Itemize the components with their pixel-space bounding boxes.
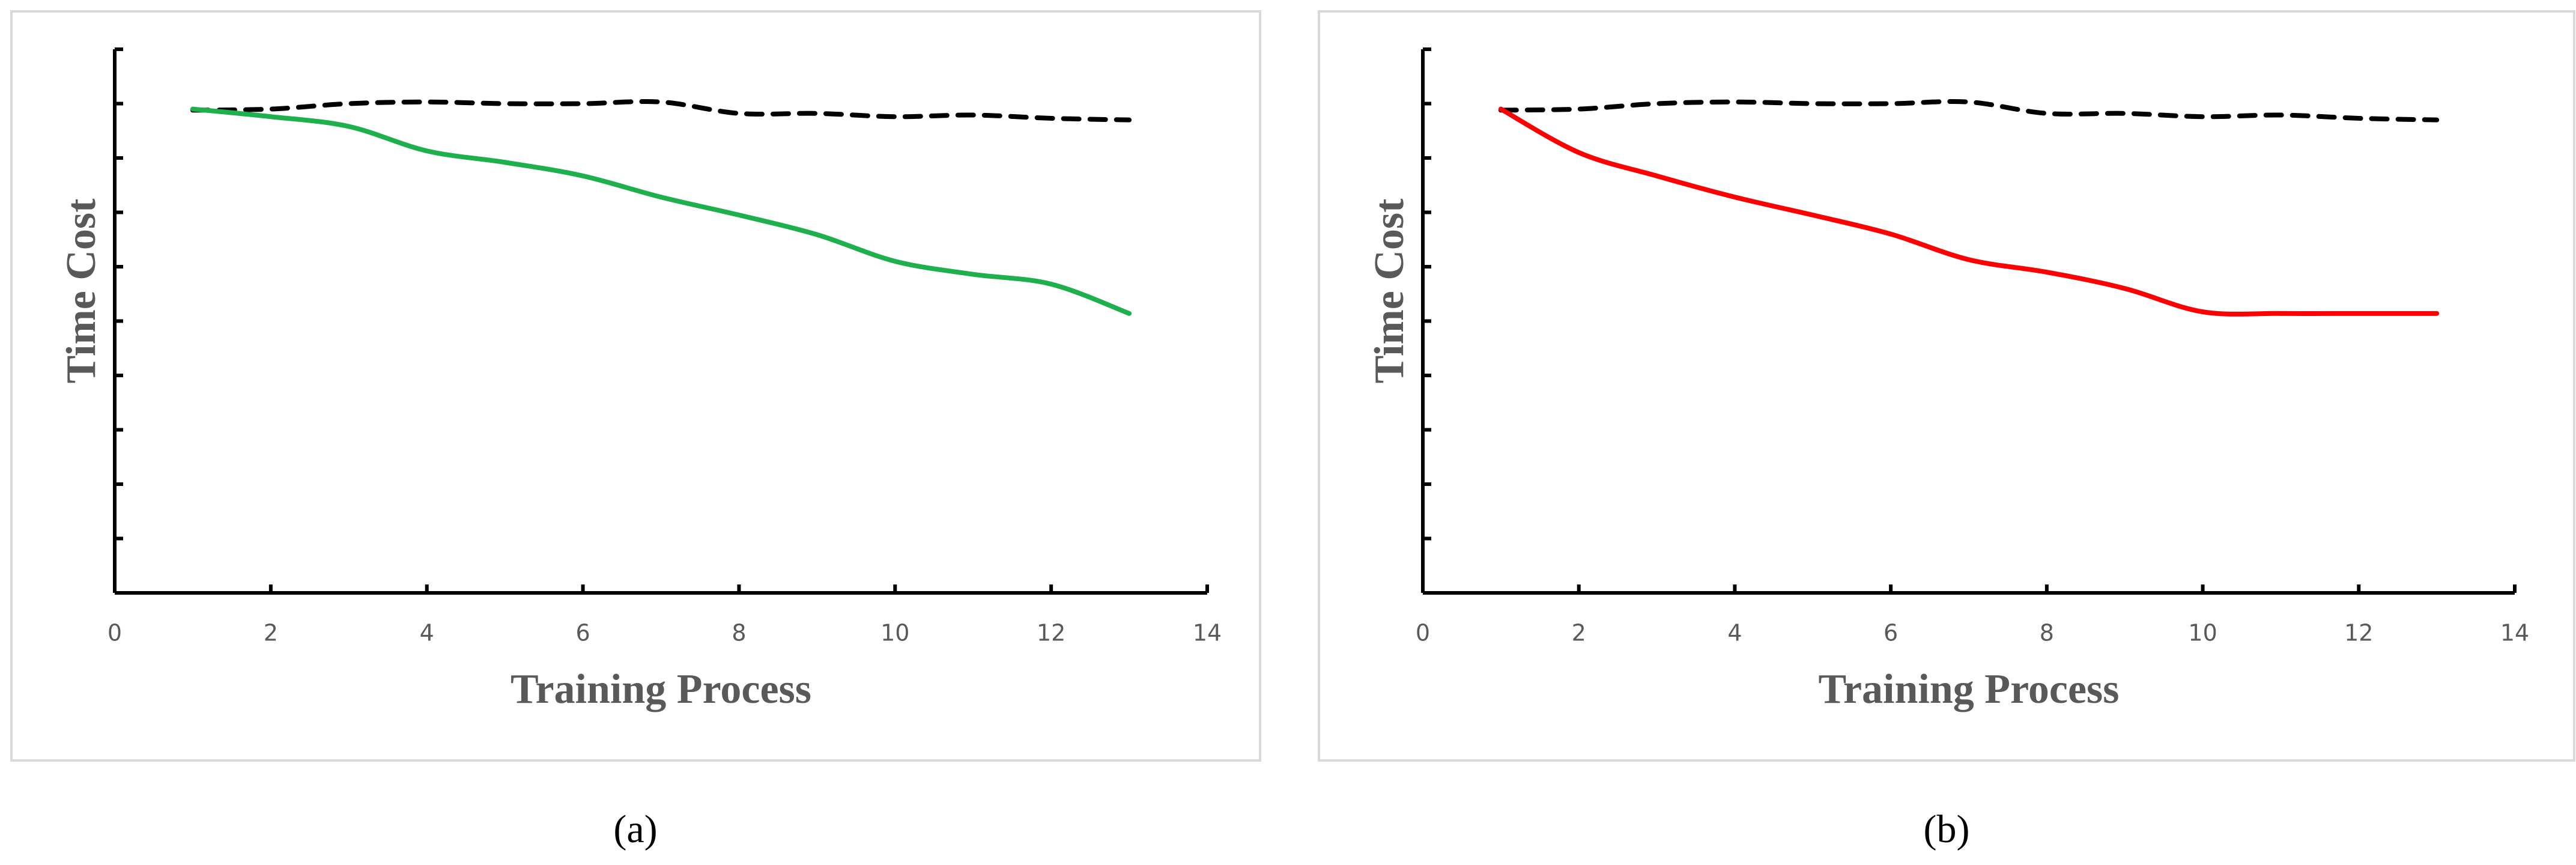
x-tick-label: 12 <box>2344 620 2373 646</box>
x-axis-title: Training Process <box>1818 666 2119 712</box>
x-tick-label: 2 <box>1572 620 1586 646</box>
x-tick-label: 6 <box>1884 620 1898 646</box>
line-series <box>1498 106 2440 317</box>
y-axis-title: Time Cost <box>58 199 105 384</box>
x-tick-label: 10 <box>2188 620 2217 646</box>
x-tick-label: 4 <box>1727 620 1742 646</box>
x-axis-title: Training Process <box>511 666 811 712</box>
x-tick-label: 12 <box>1037 620 1065 646</box>
x-tick-label: 0 <box>108 620 122 646</box>
line-series <box>1498 99 2440 123</box>
x-tick-label: 8 <box>732 620 746 646</box>
x-tick-label: 4 <box>420 620 434 646</box>
x-tick-label: 0 <box>1416 620 1430 646</box>
panel-frame <box>10 10 1261 762</box>
panel-caption: (b) <box>1924 807 1970 851</box>
y-axis-title: Time Cost <box>1366 199 1413 384</box>
line-series <box>190 99 1132 123</box>
line-series <box>190 106 1132 316</box>
x-tick-label: 10 <box>880 620 909 646</box>
panel-frame <box>1318 10 2575 762</box>
x-tick-label: 6 <box>575 620 590 646</box>
x-tick-label: 14 <box>2500 620 2529 646</box>
x-tick-label: 8 <box>2040 620 2054 646</box>
panel-caption: (a) <box>613 807 657 851</box>
x-tick-label: 2 <box>264 620 278 646</box>
x-tick-label: 14 <box>1193 620 1222 646</box>
